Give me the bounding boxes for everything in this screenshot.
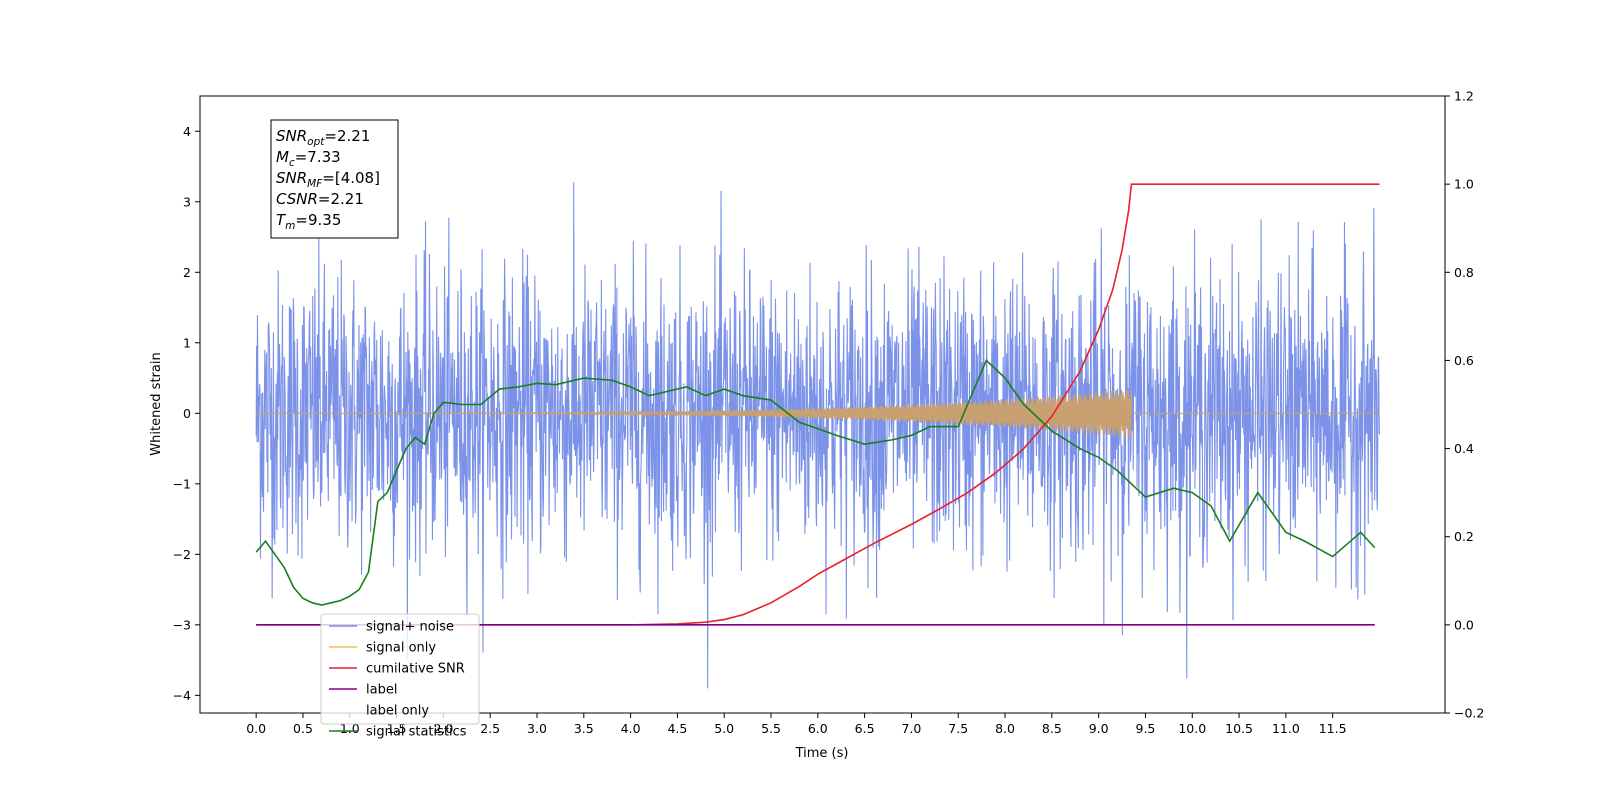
y-tick-label: 3: [183, 194, 191, 209]
legend: signal+ noise signal only cumilative SNR la…: [320, 613, 480, 740]
x-tick-label: 2.0: [433, 721, 453, 736]
x-tick-label: 6.0: [808, 721, 828, 736]
y2-tick-label: 0.0: [1454, 617, 1474, 632]
series-line-signal-noise: [255, 182, 1381, 689]
x-tick-label: 5.0: [714, 721, 734, 736]
y2-tick-label: 1.0: [1454, 177, 1474, 192]
legend-frame: [320, 613, 480, 725]
x-tick-label: 7.0: [901, 721, 921, 736]
x-tick-label: 3.0: [527, 721, 547, 736]
x-tick-label: 6.5: [855, 721, 875, 736]
y-tick-label: 4: [183, 124, 191, 139]
series-line-signal-statistics: [255, 359, 1376, 606]
annotation-line: SNRMF=[4.08]: [276, 169, 380, 190]
plot-data-layer: [255, 182, 1381, 689]
legend-label: label: [366, 683, 397, 698]
y-tick-label: 2: [183, 265, 191, 280]
annotation-box-frame: [270, 119, 399, 239]
x-tick-label: 5.5: [761, 721, 781, 736]
x-tick-label: 0.0: [246, 721, 266, 736]
legend-label: label only: [366, 704, 429, 719]
y2-tick-label: 0.8: [1454, 265, 1474, 280]
y-tick-label: 0: [183, 406, 191, 421]
y2-tick-label: 0.6: [1454, 353, 1474, 368]
x-axis-label: Time (s): [795, 746, 849, 761]
axes-frame: [199, 95, 1446, 714]
y2-tick-label: 1.2: [1454, 89, 1474, 104]
annotation-line: SNRopt=2.21: [276, 127, 370, 148]
y2-tick-label: −0.2: [1454, 706, 1484, 721]
x-tick-label: 9.0: [1089, 721, 1109, 736]
y-tick-label: 1: [183, 335, 191, 350]
x-tick-label: 7.5: [948, 721, 968, 736]
x-tick-label: 11.0: [1272, 721, 1300, 736]
legend-label: signal only: [366, 641, 436, 656]
annotation-line: CSNR=2.21: [276, 190, 364, 208]
y-tick-label: −2: [173, 547, 191, 562]
x-tick-label: 11.5: [1319, 721, 1347, 736]
x-tick-label: 9.5: [1136, 721, 1156, 736]
y-tick-label: −4: [173, 688, 191, 703]
x-tick-label: 8.5: [1042, 721, 1062, 736]
x-tick-label: 3.5: [574, 721, 594, 736]
x-tick-label: 1.5: [387, 721, 407, 736]
series-line-signal-only: [256, 389, 1380, 438]
y-tick-label: −1: [173, 476, 191, 491]
legend-label: signal+ noise: [366, 620, 454, 635]
y2-tick-label: 0.4: [1454, 441, 1474, 456]
x-tick-label: 10.0: [1178, 721, 1206, 736]
annotation-line: Tm=9.35: [276, 211, 341, 232]
x-tick-label: 4.5: [667, 721, 687, 736]
y-axis-label: Whitened strain: [149, 352, 164, 455]
axes-layer: 0.0 0.5 1.0 1.5 2.0 2.5 3.0 3.5 4.0 4.5 5.0 5.5 6.0 6…: [173, 89, 1485, 737]
series-line-cumilative-snr: [256, 183, 1380, 626]
x-tick-label: 4.0: [621, 721, 641, 736]
x-tick-label: 2.5: [480, 721, 500, 736]
x-tick-label: 10.5: [1225, 721, 1253, 736]
x-tick-label: 1.0: [340, 721, 360, 736]
x-tick-label: 0.5: [293, 721, 313, 736]
legend-label: cumilative SNR: [366, 662, 465, 677]
annotation-line: Mc=7.33: [276, 148, 341, 169]
legend-label: signal statistics: [366, 725, 467, 740]
x-tick-label: 8.0: [995, 721, 1015, 736]
y-tick-label: −3: [173, 617, 191, 632]
y2-tick-label: 0.2: [1454, 529, 1474, 544]
